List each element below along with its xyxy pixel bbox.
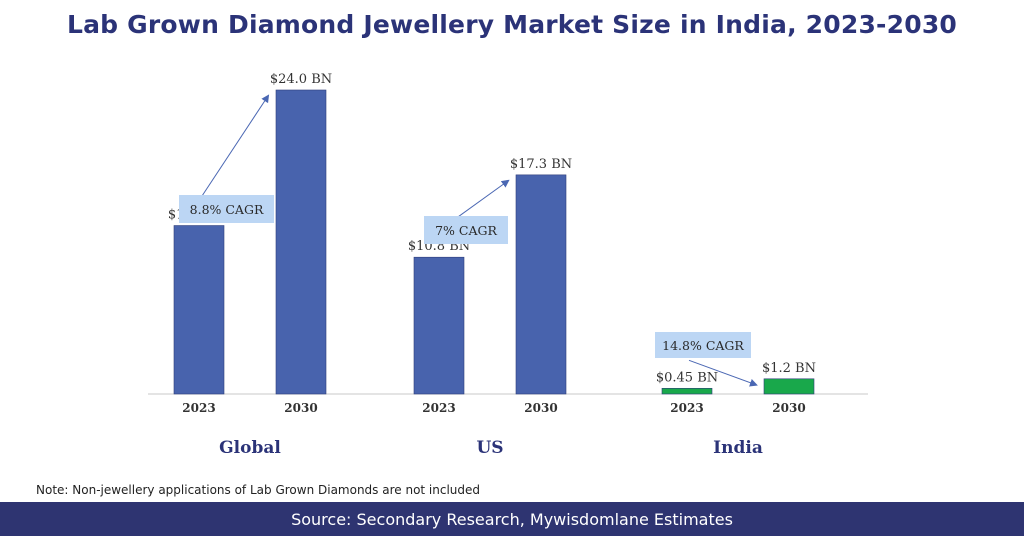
year-tick-label: 2030: [524, 401, 557, 415]
bar: [413, 256, 465, 395]
cagr-box: [179, 195, 274, 223]
bar-value-label: $1.2 BN: [762, 361, 816, 376]
bar: [275, 89, 327, 395]
bar: [763, 378, 815, 395]
cagr-arrow: [200, 94, 270, 198]
year-tick-label: 2023: [670, 401, 703, 415]
source-text: Source: Secondary Research, Mywisdomlane…: [291, 509, 733, 529]
bar: [515, 174, 567, 395]
bar: [661, 387, 713, 395]
year-tick-label: 2023: [182, 401, 215, 415]
footnote: Note: Non-jewellery applications of Lab …: [36, 483, 481, 497]
cagr-box: [424, 216, 508, 244]
year-tick-label: 2023: [422, 401, 455, 415]
group-label: US: [476, 438, 503, 458]
cagr-label: 7% CAGR: [435, 223, 497, 238]
cagr-label: 8.8% CAGR: [190, 202, 264, 217]
cagr-arrow: [688, 359, 758, 387]
bar-value-label: $24.0 BN: [270, 72, 332, 87]
group-label: India: [713, 438, 763, 458]
year-tick-label: 2030: [772, 401, 805, 415]
source-footer: Source: Secondary Research, Mywisdomlane…: [0, 502, 1024, 536]
bar: [173, 225, 225, 395]
year-tick-label: 2030: [284, 401, 317, 415]
chart-title: Lab Grown Diamond Jewellery Market Size …: [66, 10, 958, 39]
cagr-box: [655, 332, 751, 358]
bar-value-label: $0.45 BN: [656, 370, 718, 385]
bar-value-label: $17.3 BN: [510, 157, 572, 172]
cagr-label: 14.8% CAGR: [662, 338, 744, 353]
group-label: Global: [219, 438, 281, 458]
